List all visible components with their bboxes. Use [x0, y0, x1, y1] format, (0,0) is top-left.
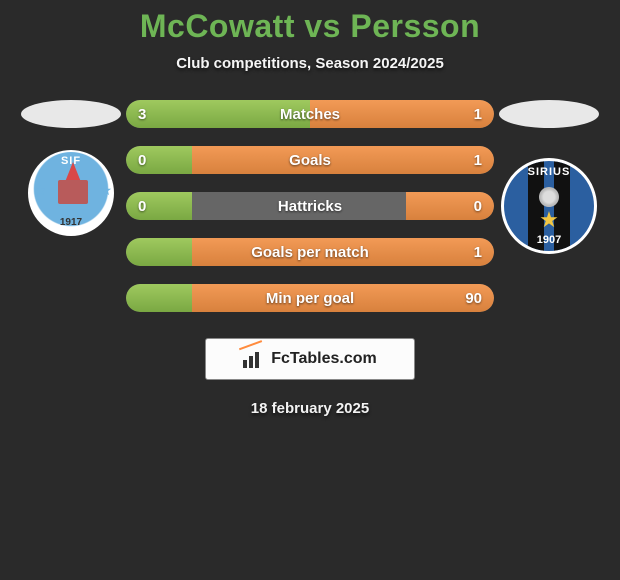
stat-row: 3 Matches 1 [126, 100, 494, 128]
brand-text: FcTables.com [271, 350, 377, 368]
stat-row: 0 Hattricks 0 [126, 192, 494, 220]
stats-column: 3 Matches 1 0 Goals 1 0 Hattricks 0 Goals per mat… [126, 100, 494, 312]
left-team-column: SIF 1917 [16, 100, 126, 236]
stat-row: 0 Goals 1 [126, 146, 494, 174]
page-title: McCowatt vs Persson [0, 8, 620, 45]
stat-right-value: 1 [474, 152, 482, 169]
left-player-ellipse [21, 100, 121, 128]
stat-label: Matches [280, 106, 340, 123]
stat-bar-left [126, 146, 192, 174]
stat-bar-left [126, 238, 192, 266]
stat-label: Hattricks [278, 198, 342, 215]
bar-chart-icon [243, 350, 265, 368]
left-team-year: 1917 [60, 217, 82, 228]
right-team-name: SIRIUS [504, 166, 594, 178]
stat-right-value: 1 [474, 106, 482, 123]
stat-bar-left [126, 192, 192, 220]
right-team-year: 1907 [504, 234, 594, 246]
right-team-column: SIRIUS ★ 1907 [494, 100, 604, 254]
stat-row: Min per goal 90 [126, 284, 494, 312]
ball-icon [539, 187, 559, 207]
left-team-badge-icon: SIF 1917 [28, 150, 114, 236]
brand-box: FcTables.com [205, 338, 415, 380]
right-team-badge-icon: SIRIUS ★ 1907 [501, 158, 597, 254]
stat-label: Min per goal [266, 290, 354, 307]
stat-left-value: 0 [138, 152, 146, 169]
date-text: 18 february 2025 [0, 400, 620, 417]
stat-row: Goals per match 1 [126, 238, 494, 266]
star-icon: ★ [539, 207, 559, 233]
comparison-panel: McCowatt vs Persson Club competitions, S… [0, 0, 620, 417]
stat-right-value: 1 [474, 244, 482, 261]
stat-left-value: 0 [138, 198, 146, 215]
stat-right-value: 90 [465, 290, 482, 307]
left-badge-inner-icon [48, 166, 98, 216]
stat-bar-right [192, 146, 494, 174]
stat-label: Goals per match [251, 244, 369, 261]
stat-bar-left [126, 284, 192, 312]
stat-label: Goals [289, 152, 331, 169]
right-player-ellipse [499, 100, 599, 128]
stat-right-value: 0 [474, 198, 482, 215]
content-row: SIF 1917 3 Matches 1 0 Goals 1 0 Hattricks 0 Goal… [0, 100, 620, 312]
stat-left-value: 3 [138, 106, 146, 123]
subtitle: Club competitions, Season 2024/2025 [0, 55, 620, 72]
